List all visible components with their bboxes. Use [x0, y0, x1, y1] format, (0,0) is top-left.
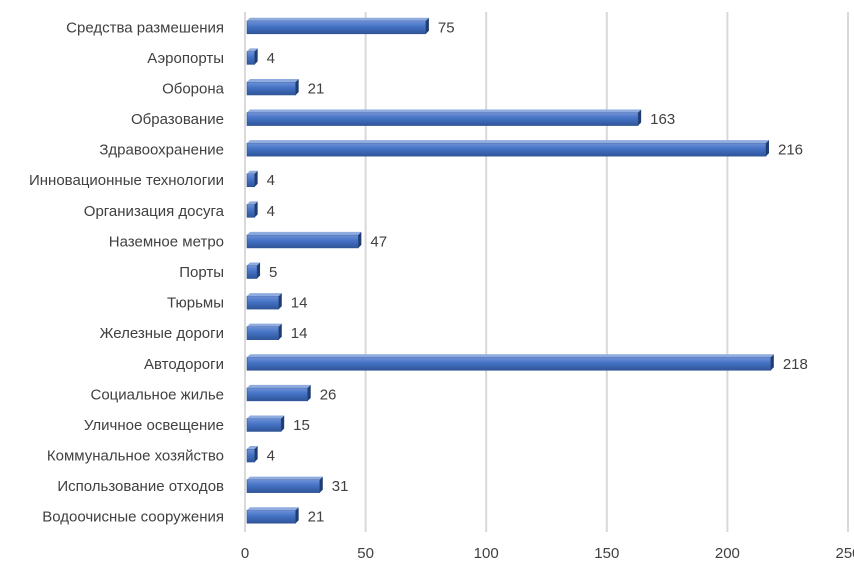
data-label-6: 4: [267, 203, 275, 220]
category-label-8: Порты: [179, 264, 224, 281]
category-label-1: Аэропорты: [147, 50, 224, 67]
bar-2: [246, 78, 299, 96]
bar-3: [246, 109, 642, 126]
bar-4: [246, 140, 769, 157]
gridlines: [244, 12, 849, 532]
bar-12: [246, 384, 311, 402]
category-label-7: Наземное метро: [109, 233, 224, 250]
category-label-12: Социальное жилье: [90, 386, 224, 403]
data-label-4: 216: [778, 142, 803, 159]
data-label-16: 21: [308, 509, 325, 526]
category-label-0: Средства размешения: [66, 19, 224, 36]
x-tick-label-1: 50: [357, 545, 374, 561]
bar-13: [246, 415, 285, 432]
data-label-0: 75: [438, 19, 455, 36]
data-label-14: 4: [267, 448, 275, 465]
x-tick-label-0: 0: [241, 545, 249, 561]
data-label-9: 14: [291, 295, 308, 312]
x-tick-label-3: 150: [594, 545, 619, 561]
category-label-16: Водоочисные сооружения: [42, 509, 224, 526]
bar-16: [246, 507, 299, 524]
bar-7: [246, 231, 362, 249]
category-label-9: Тюрьмы: [167, 295, 224, 312]
bar-8: [246, 262, 261, 279]
data-label-15: 31: [332, 478, 349, 495]
bar-9: [246, 293, 282, 310]
data-label-13: 15: [293, 417, 310, 434]
category-label-3: Образование: [131, 111, 224, 128]
bar-15: [246, 476, 323, 493]
data-label-3: 163: [650, 111, 675, 128]
category-label-14: Коммунальное хозяйство: [47, 448, 224, 465]
bars: [246, 17, 774, 524]
data-labels: 75 4 21 163 216 4 4 47 5 14 14 218 26 15 4 31 21: [267, 19, 808, 525]
category-label-5: Инновационные технологии: [29, 172, 224, 189]
category-labels: Средства размешения Аэропорты Оборона Образ…: [29, 19, 225, 525]
data-label-2: 21: [308, 80, 325, 97]
data-label-11: 218: [783, 356, 808, 373]
category-label-4: Здравоохранение: [99, 142, 224, 159]
category-label-15: Использование отходов: [57, 478, 224, 495]
data-label-7: 47: [370, 233, 387, 250]
bar-11: [246, 354, 774, 371]
x-tick-label-2: 100: [474, 545, 499, 561]
category-label-10: Железные дороги: [100, 325, 224, 342]
bar-5: [246, 170, 258, 188]
data-label-10: 14: [291, 325, 308, 342]
bar-0: [246, 17, 429, 35]
data-label-1: 4: [267, 50, 275, 67]
bar-1: [246, 48, 258, 65]
data-label-5: 4: [267, 172, 275, 189]
data-label-8: 5: [269, 264, 277, 281]
category-label-13: Уличное освещение: [84, 417, 224, 434]
x-tick-label-4: 200: [715, 545, 740, 561]
bar-14: [246, 446, 258, 463]
category-label-11: Автодороги: [144, 356, 224, 373]
bar-10: [246, 323, 282, 340]
bar-6: [246, 201, 258, 218]
category-label-6: Организация досуга: [84, 203, 225, 220]
x-tick-label-5: 250: [835, 545, 854, 561]
x-axis-tick-labels: 0 50 100 150 200 250: [241, 545, 854, 561]
data-label-12: 26: [320, 386, 337, 403]
category-label-2: Оборона: [162, 80, 225, 97]
